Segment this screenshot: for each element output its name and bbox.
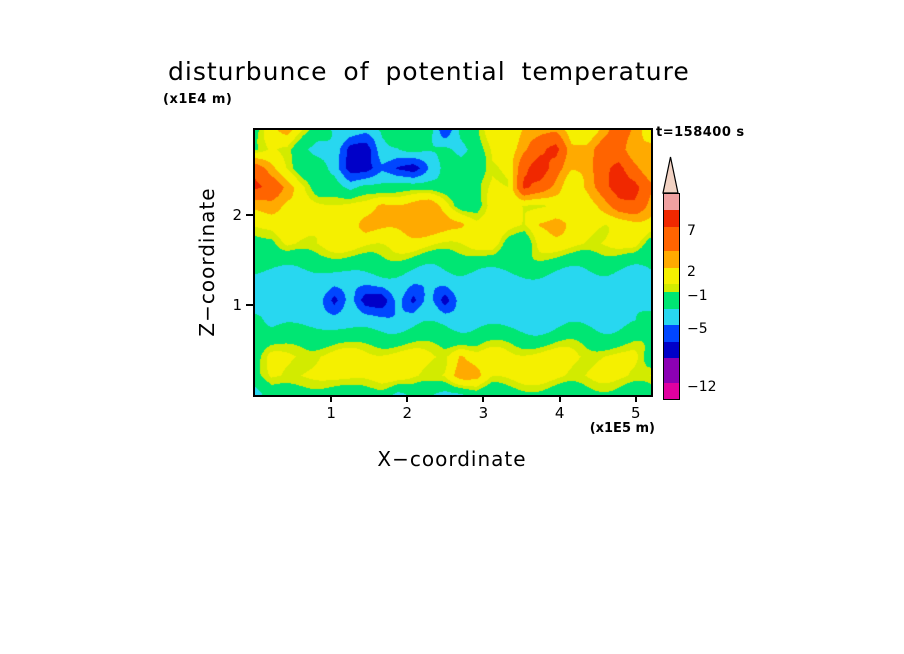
colorbar-segment (664, 325, 679, 342)
colorbar-segment (664, 210, 679, 227)
colorbar-tick-label: −1 (687, 288, 708, 305)
x-tick-mark (634, 395, 637, 402)
colorbar-segment (664, 292, 679, 309)
chart-title: disturbunce of potential temperature (168, 57, 690, 86)
x-tick-mark (482, 395, 485, 402)
colorbar-segment (664, 194, 679, 211)
y-tick-mark (246, 303, 253, 306)
x-axis-unit-label: (x1E5 m) (589, 421, 655, 436)
colorbar (663, 193, 680, 400)
x-tick-mark (406, 395, 409, 402)
colorbar-segment (664, 308, 679, 326)
colorbar-tick-label: 7 (687, 222, 696, 239)
colorbar-segment (664, 382, 679, 399)
x-tick-label: 1 (326, 404, 336, 422)
colorbar-tick-label: −5 (687, 321, 708, 338)
colorbar-tick-label: 2 (687, 263, 696, 280)
colorbar-tick-label: −12 (687, 378, 717, 395)
x-tick-mark (558, 395, 561, 402)
y-tick-label: 1 (232, 295, 242, 314)
time-stamp-label: t=158400 s (656, 125, 745, 140)
colorbar-segment (664, 226, 679, 252)
y-axis-title: Z−coordinate (195, 187, 219, 337)
x-tick-label: 5 (630, 404, 641, 422)
y-tick-mark (246, 213, 253, 216)
plot-frame (253, 128, 653, 397)
x-tick-label: 4 (554, 404, 565, 422)
y-tick-label: 2 (232, 205, 242, 224)
colorbar-segment (664, 267, 679, 285)
colorbar-arrow-icon (662, 156, 679, 194)
x-tick-mark (330, 395, 333, 402)
x-tick-label: 2 (402, 404, 413, 422)
colorbar-segment (664, 284, 679, 293)
colorbar-segment (664, 357, 679, 383)
colorbar-segment (664, 341, 679, 358)
colorbar-segment (664, 251, 679, 268)
y-axis-unit-label: (x1E4 m) (163, 92, 233, 107)
contour-field-canvas (255, 130, 651, 395)
x-tick-label: 3 (478, 404, 489, 422)
x-axis-title: X−coordinate (377, 447, 527, 471)
